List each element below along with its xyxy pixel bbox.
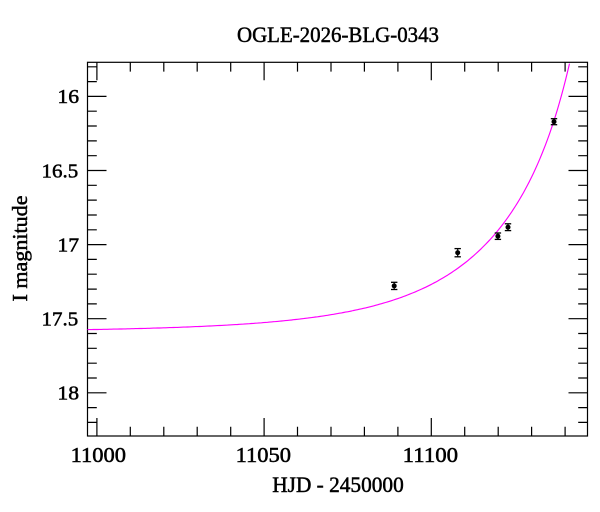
svg-text:17: 17 xyxy=(57,234,79,256)
svg-text:11050: 11050 xyxy=(236,445,291,467)
svg-text:OGLE-2026-BLG-0343: OGLE-2026-BLG-0343 xyxy=(237,22,439,47)
svg-text:11000: 11000 xyxy=(71,445,126,467)
svg-text:17.5: 17.5 xyxy=(42,309,79,331)
svg-text:16: 16 xyxy=(57,86,79,108)
svg-text:16.5: 16.5 xyxy=(42,160,79,182)
svg-text:18: 18 xyxy=(57,383,79,405)
svg-text:11100: 11100 xyxy=(403,445,458,467)
svg-text:I magnitude: I magnitude xyxy=(10,196,32,302)
svg-text:HJD - 2450000: HJD - 2450000 xyxy=(272,473,404,497)
